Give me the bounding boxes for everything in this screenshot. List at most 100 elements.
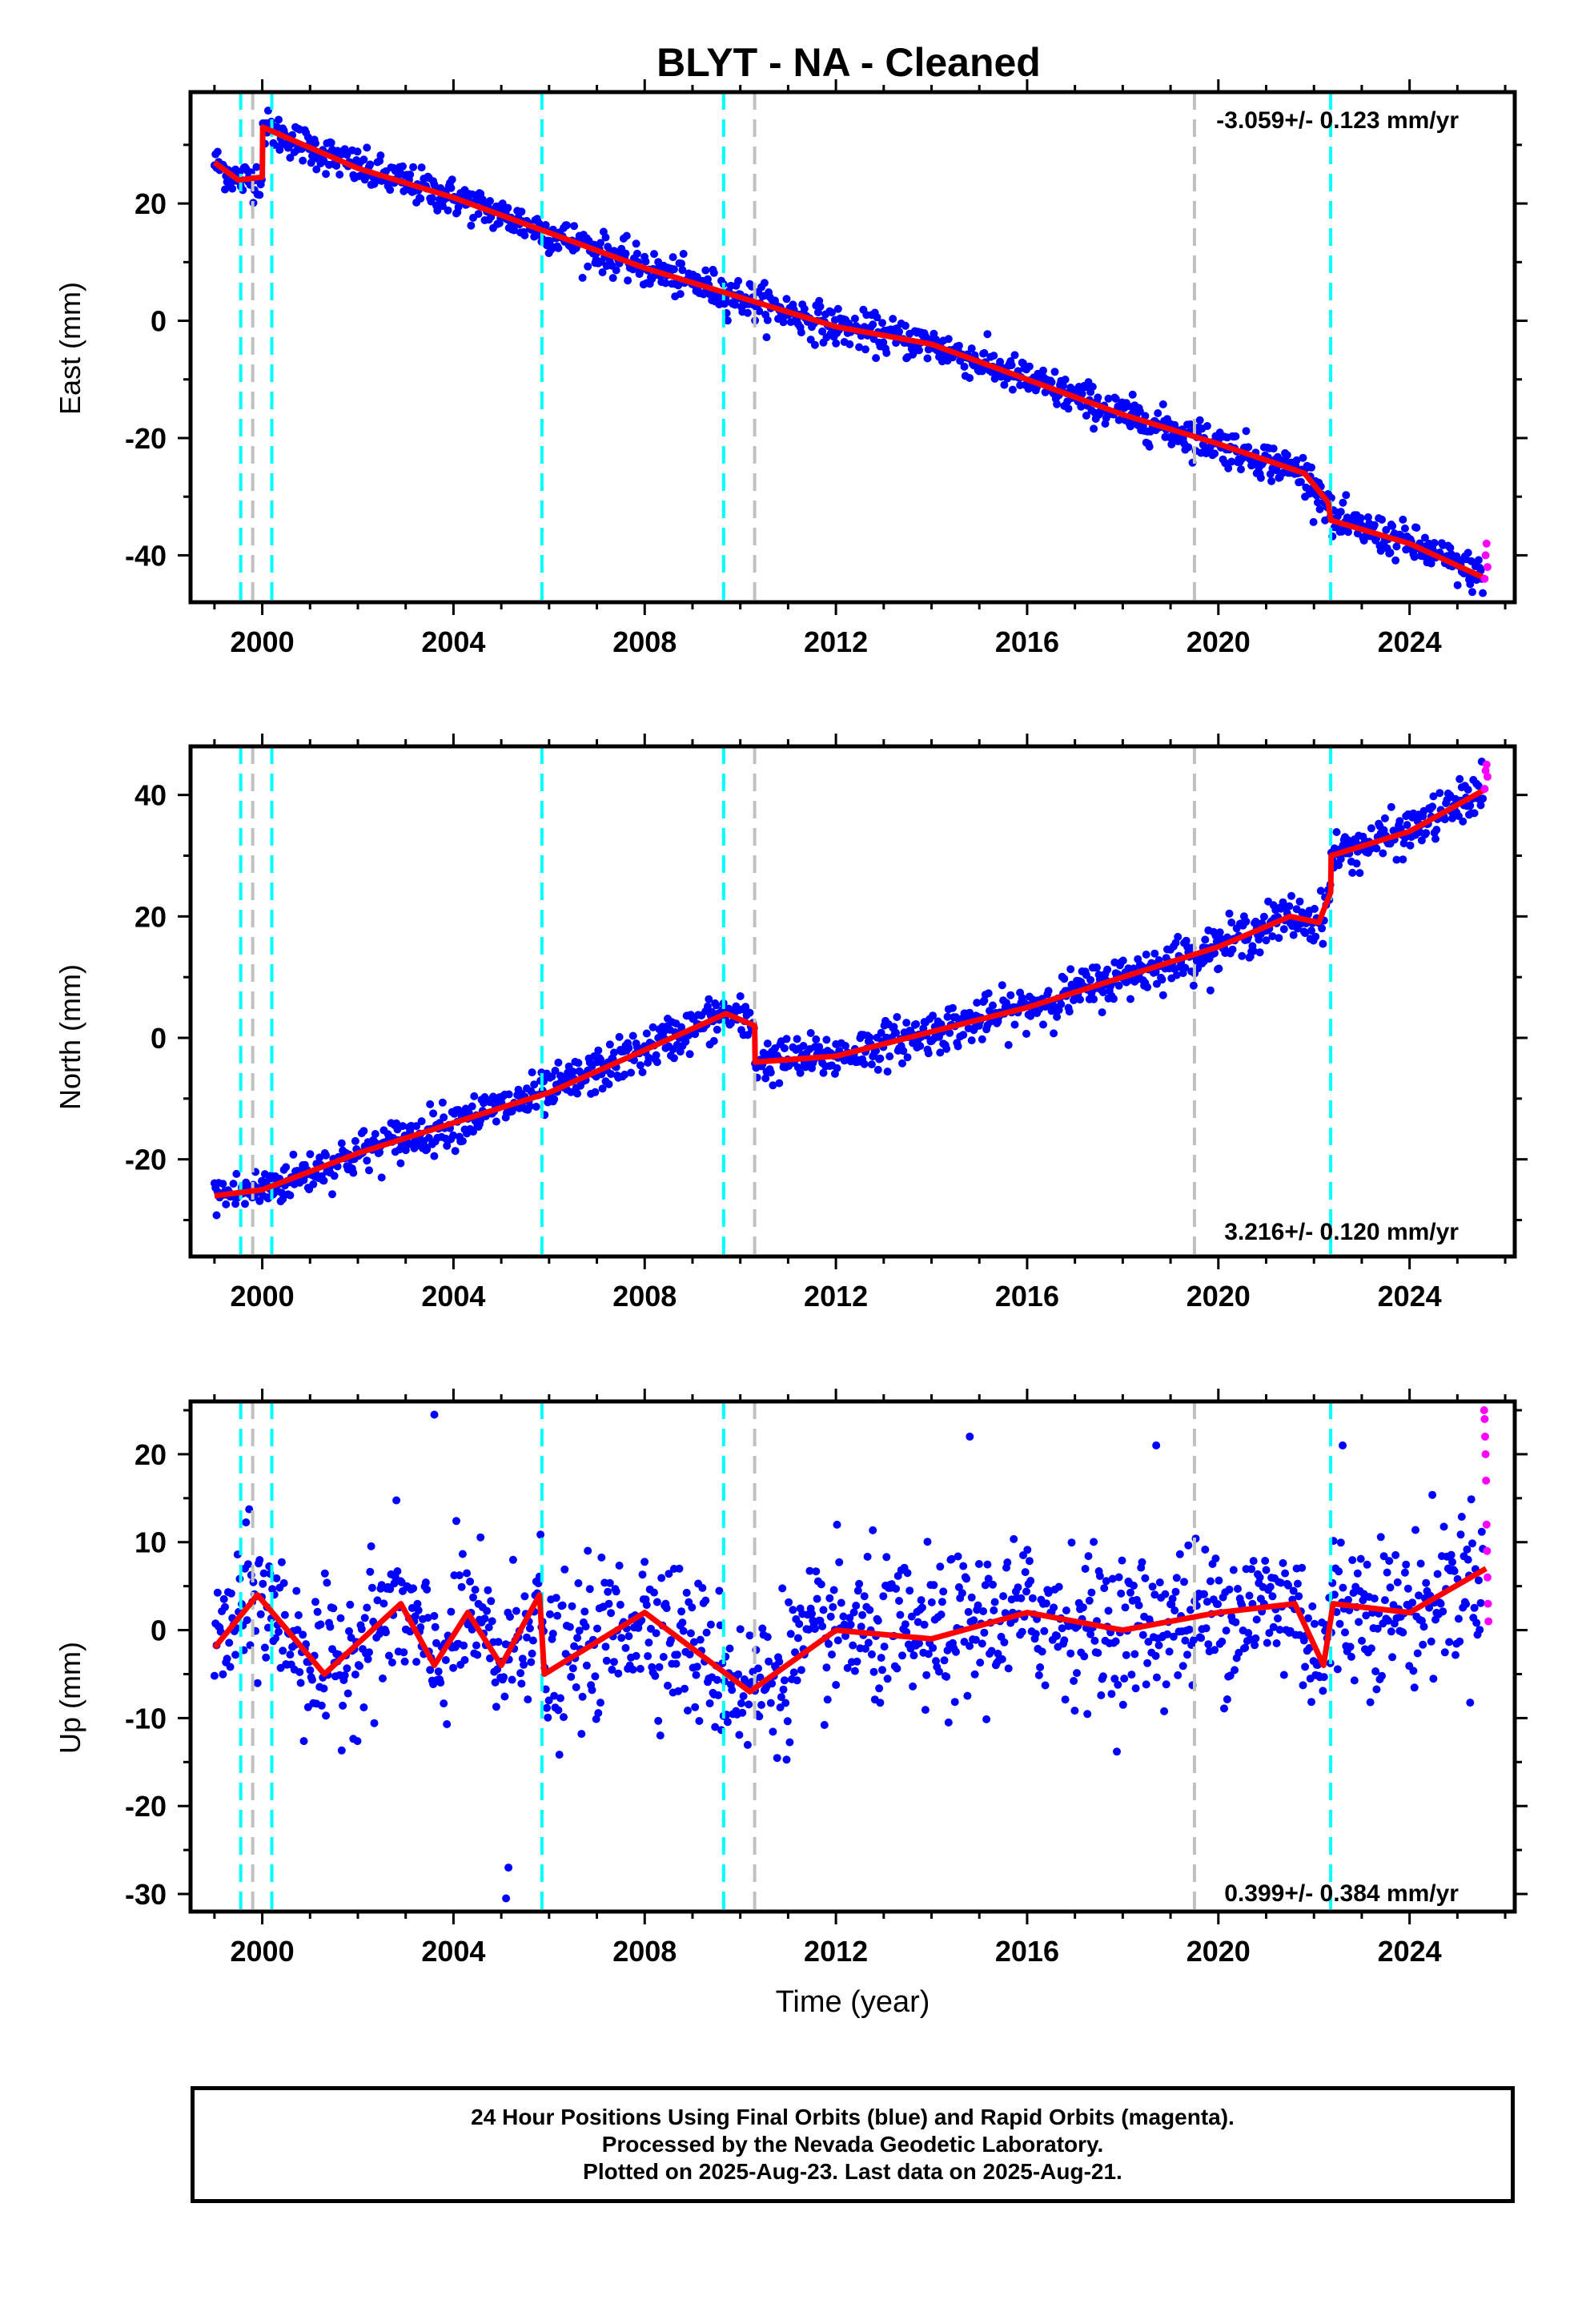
data-point bbox=[417, 1117, 426, 1126]
data-point bbox=[1296, 477, 1305, 486]
data-point bbox=[967, 1036, 976, 1045]
data-point bbox=[517, 1679, 526, 1688]
data-point bbox=[938, 1598, 946, 1606]
data-point bbox=[775, 1658, 784, 1666]
data-point bbox=[723, 316, 732, 325]
data-point bbox=[1021, 1568, 1030, 1577]
data-point bbox=[581, 1622, 590, 1630]
data-point bbox=[1060, 1636, 1069, 1645]
data-point bbox=[898, 1059, 906, 1068]
data-point bbox=[652, 1058, 661, 1067]
data-point bbox=[504, 203, 512, 212]
data-point bbox=[610, 1658, 618, 1667]
data-point bbox=[864, 1638, 873, 1647]
data-point bbox=[473, 1651, 482, 1659]
data-point bbox=[1022, 1587, 1030, 1596]
data-point bbox=[1010, 1020, 1019, 1029]
data-point bbox=[1350, 1676, 1359, 1685]
data-point bbox=[232, 1169, 241, 1178]
data-point bbox=[1466, 1699, 1475, 1707]
data-point bbox=[958, 1589, 966, 1598]
data-point bbox=[492, 1703, 500, 1711]
data-point bbox=[452, 1517, 460, 1526]
data-point bbox=[315, 1153, 324, 1162]
data-point bbox=[857, 1622, 865, 1631]
data-point bbox=[1313, 498, 1322, 507]
data-point bbox=[468, 1102, 476, 1111]
data-point bbox=[677, 1607, 686, 1616]
data-point bbox=[1162, 1680, 1170, 1689]
data-point bbox=[858, 1610, 867, 1619]
data-point bbox=[390, 1579, 399, 1588]
data-point bbox=[922, 1671, 931, 1679]
data-point bbox=[319, 1176, 328, 1185]
data-point bbox=[885, 1052, 894, 1061]
data-point bbox=[1299, 453, 1307, 462]
data-point bbox=[1118, 1700, 1127, 1709]
data-point bbox=[632, 249, 641, 258]
data-point bbox=[850, 1667, 859, 1675]
data-point bbox=[409, 163, 418, 171]
data-point bbox=[1463, 1545, 1472, 1554]
data-point bbox=[1214, 1600, 1223, 1609]
data-point bbox=[944, 1718, 953, 1727]
data-point bbox=[1378, 1671, 1386, 1680]
data-point bbox=[758, 1624, 767, 1633]
data-point bbox=[466, 1577, 475, 1586]
data-point bbox=[379, 1599, 388, 1608]
data-point bbox=[1319, 1673, 1328, 1682]
data-point bbox=[339, 1701, 347, 1710]
data-point bbox=[1203, 1598, 1211, 1606]
data-point bbox=[937, 1610, 946, 1619]
data-point bbox=[363, 1156, 371, 1165]
data-point bbox=[219, 1180, 227, 1188]
data-point bbox=[607, 1070, 616, 1079]
data-point bbox=[1022, 1029, 1030, 1038]
y-tick-label: 10 bbox=[135, 1526, 167, 1559]
data-point bbox=[678, 266, 687, 275]
data-point bbox=[460, 1641, 468, 1650]
x-tick-label: 2024 bbox=[1378, 1935, 1442, 1968]
data-point bbox=[1428, 802, 1437, 811]
data-point bbox=[480, 1614, 489, 1623]
data-point bbox=[786, 1630, 795, 1638]
data-point bbox=[1202, 1624, 1211, 1633]
data-point bbox=[879, 338, 888, 347]
data-point bbox=[525, 1624, 534, 1633]
data-point bbox=[1200, 1590, 1208, 1598]
data-point bbox=[779, 318, 788, 327]
data-point bbox=[705, 1699, 714, 1707]
outlier-point bbox=[966, 1432, 974, 1441]
data-point bbox=[1470, 809, 1479, 818]
data-point bbox=[810, 1625, 819, 1633]
data-point bbox=[1113, 1747, 1121, 1756]
data-point bbox=[471, 1586, 480, 1594]
data-point bbox=[1275, 934, 1283, 943]
data-point bbox=[835, 1558, 844, 1566]
data-point bbox=[292, 1586, 301, 1595]
data-point bbox=[1003, 1558, 1012, 1566]
data-point bbox=[734, 276, 743, 285]
data-point bbox=[1454, 812, 1463, 820]
data-point bbox=[805, 1566, 814, 1575]
data-point bbox=[1283, 451, 1291, 460]
data-point bbox=[1090, 1636, 1099, 1645]
data-point bbox=[225, 1638, 234, 1647]
data-point bbox=[355, 1662, 364, 1671]
data-point bbox=[924, 1650, 933, 1659]
data-point bbox=[1298, 1563, 1307, 1572]
data-point bbox=[875, 1684, 884, 1693]
data-point bbox=[1395, 817, 1404, 826]
x-tick-label: 2008 bbox=[612, 1935, 677, 1968]
data-point bbox=[1259, 912, 1268, 921]
data-point bbox=[939, 1587, 948, 1596]
data-point bbox=[598, 1084, 607, 1093]
data-point bbox=[828, 308, 836, 317]
data-point bbox=[1272, 466, 1281, 475]
data-point bbox=[867, 1650, 876, 1659]
data-point bbox=[1181, 963, 1190, 972]
data-point bbox=[1269, 1622, 1278, 1631]
data-point bbox=[1352, 859, 1361, 868]
data-point bbox=[877, 1028, 885, 1037]
data-point bbox=[447, 1607, 456, 1616]
